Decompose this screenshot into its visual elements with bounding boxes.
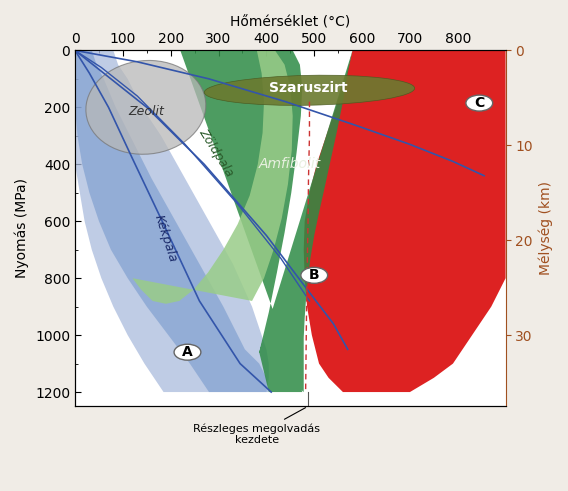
Y-axis label: Nyomás (MPa): Nyomás (MPa) [15,178,30,278]
X-axis label: Hőmérséklet (°C): Hőmérséklet (°C) [230,15,350,29]
Text: Részleges megolvadás
kezdete: Részleges megolvadás kezdete [193,408,320,445]
Polygon shape [75,51,269,392]
Polygon shape [75,51,111,84]
Ellipse shape [204,75,415,106]
Circle shape [301,268,328,283]
Circle shape [466,95,492,111]
Text: C: C [474,96,485,110]
Circle shape [174,344,201,360]
Y-axis label: Mélység (km): Mélység (km) [538,181,553,275]
Text: Zöldpala: Zöldpala [197,127,236,179]
Text: B: B [309,268,320,282]
Polygon shape [75,51,269,392]
Text: A: A [182,345,193,359]
Text: Zeolit: Zeolit [128,105,164,118]
Polygon shape [304,51,506,392]
Text: Szaruszirt: Szaruszirt [269,81,348,95]
Text: Amfibolit: Amfibolit [259,157,321,171]
Ellipse shape [86,60,206,154]
Polygon shape [132,51,293,304]
Polygon shape [180,51,353,392]
Text: Kékpala: Kékpala [152,213,179,264]
